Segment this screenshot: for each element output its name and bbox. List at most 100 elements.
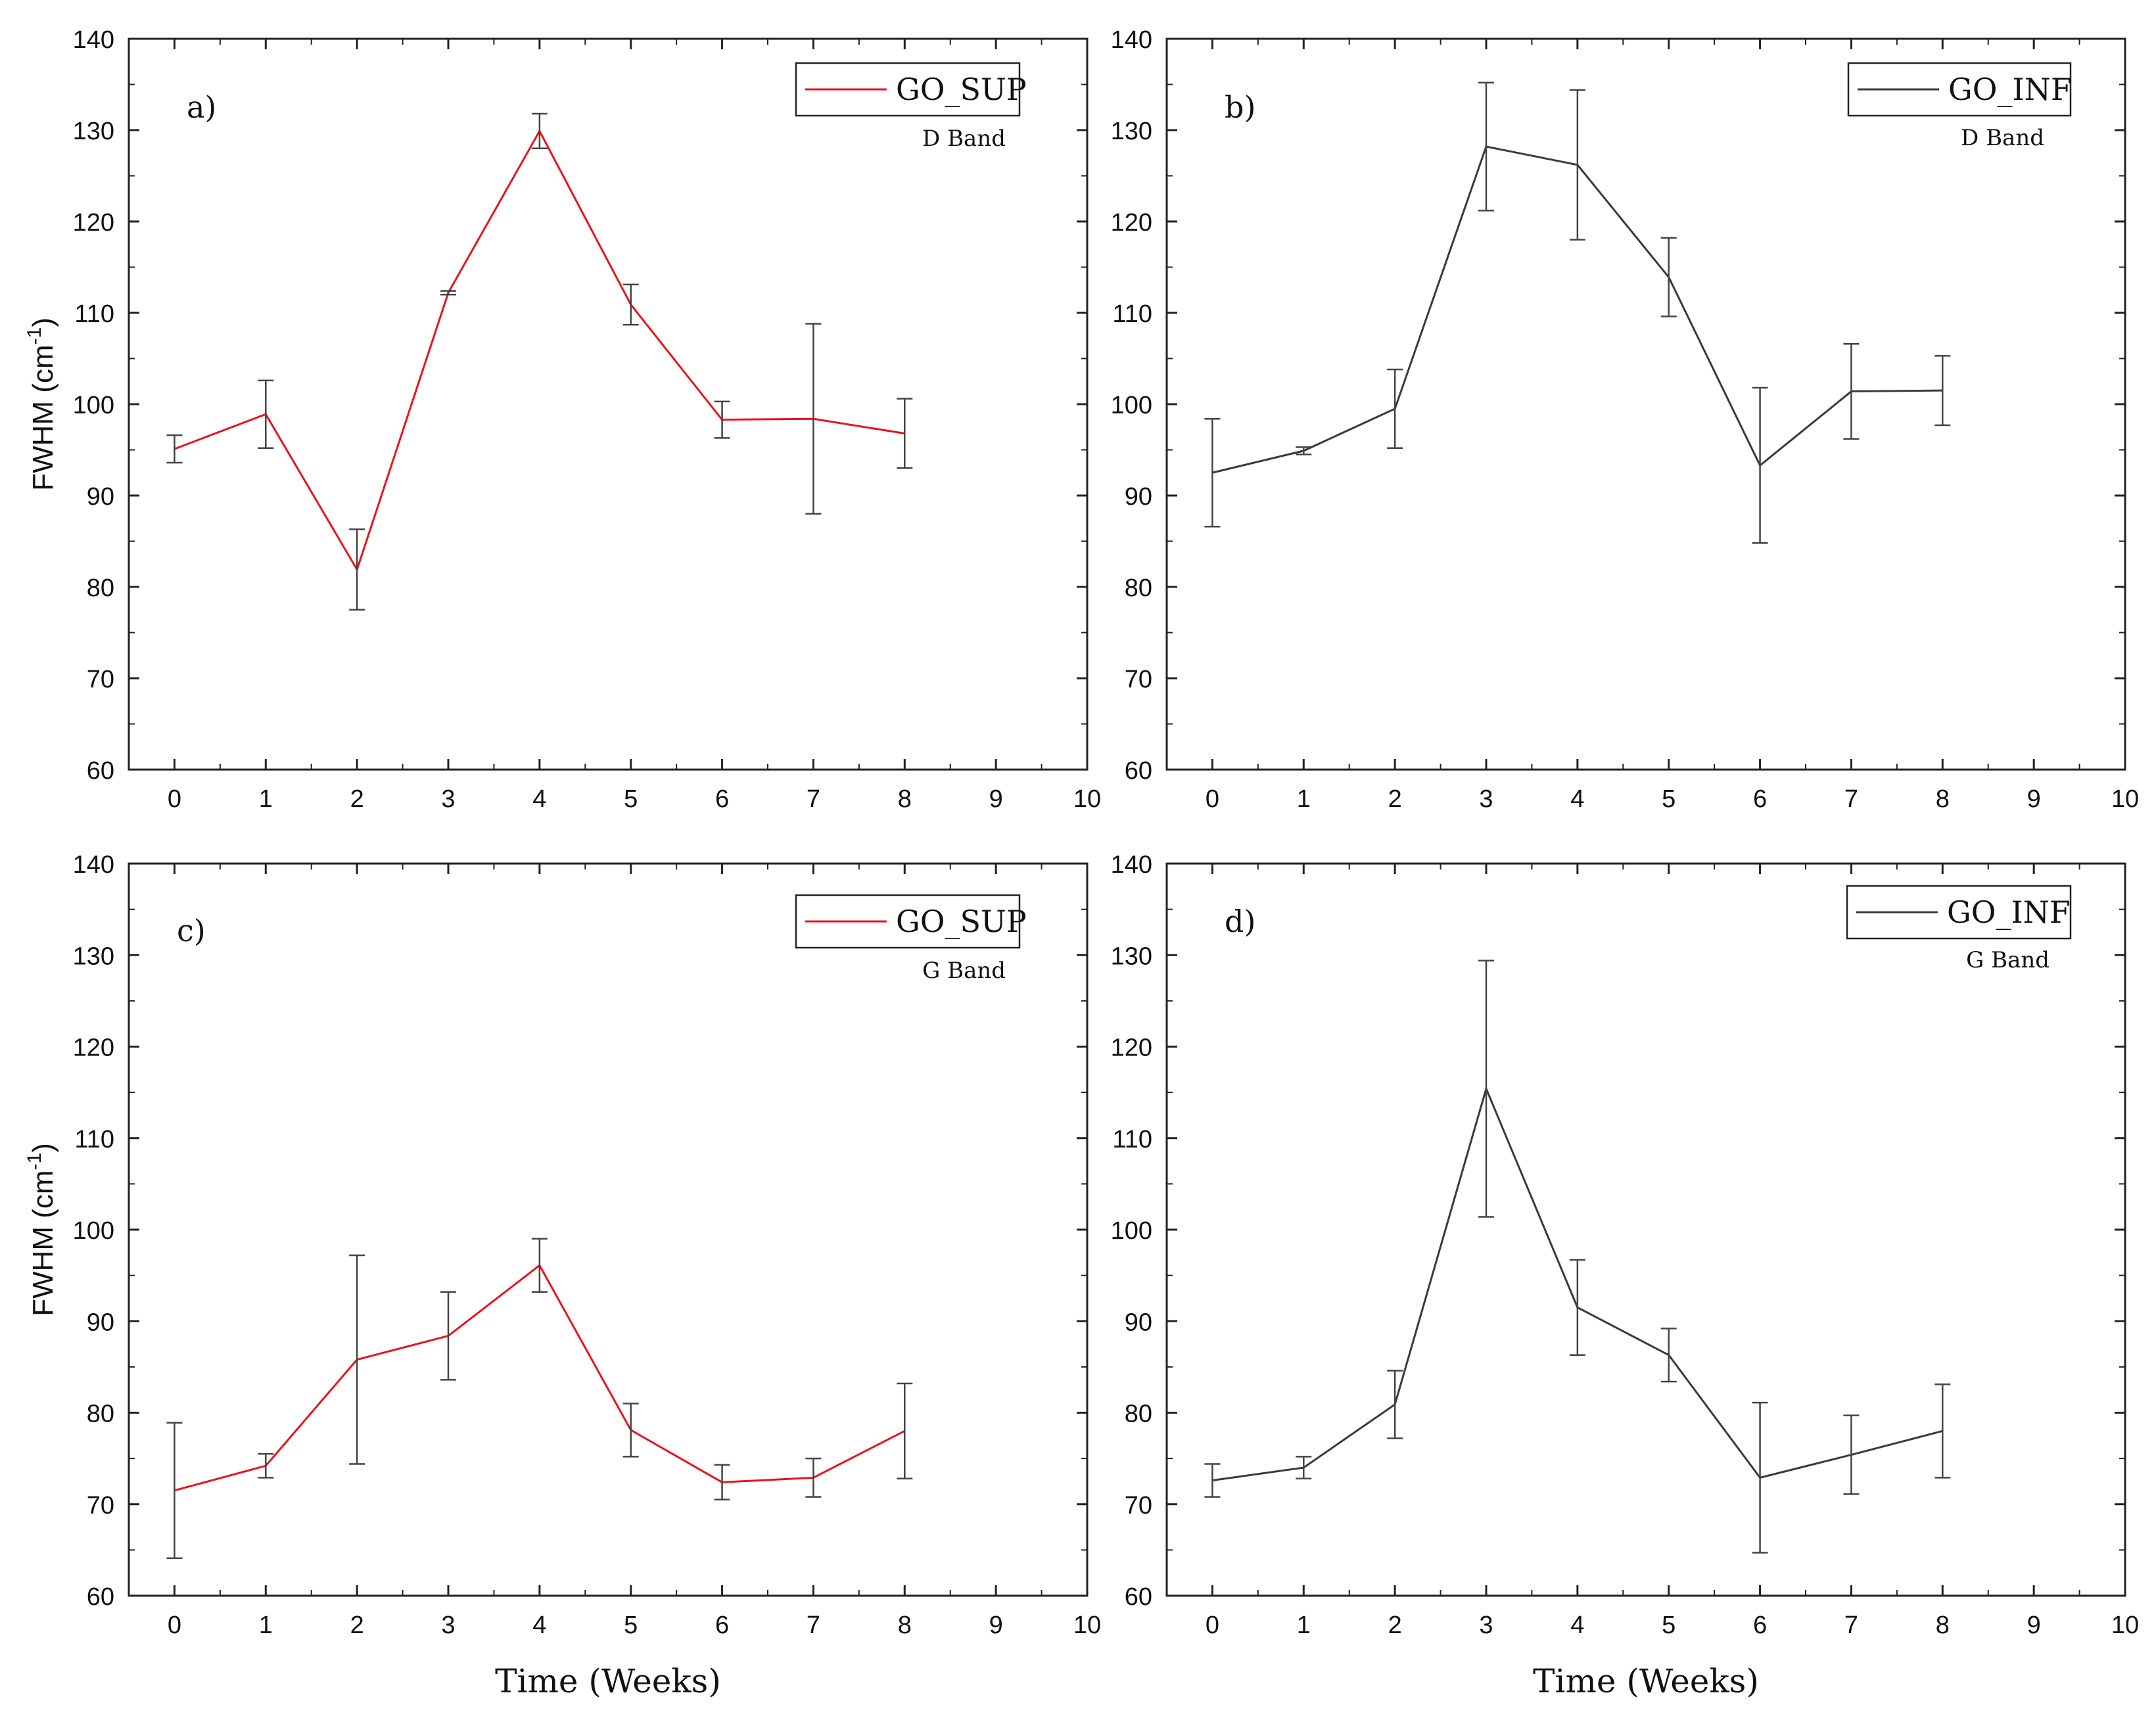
y-tick-label: 90 xyxy=(87,1309,114,1336)
y-axis-title-superscript: -1 xyxy=(24,1153,45,1171)
y-axis-title: FWHM (cm-1) xyxy=(24,1143,59,1316)
error-bar xyxy=(1660,237,1677,317)
error-bar xyxy=(1843,343,1860,440)
error-bar xyxy=(166,1422,183,1560)
x-tick-label: 2 xyxy=(1388,1612,1402,1639)
y-tick-label: 80 xyxy=(87,574,114,602)
y-tick-label: 120 xyxy=(73,1034,114,1062)
error-bar xyxy=(531,1238,548,1293)
y-tick-label: 60 xyxy=(87,1583,114,1611)
error-bar xyxy=(1204,417,1221,528)
x-axis-title: Time (Weeks) xyxy=(495,1662,721,1700)
error-bar xyxy=(1660,1328,1677,1383)
y-tick-label: 80 xyxy=(87,1401,114,1428)
error-bar xyxy=(714,400,730,439)
panel-label: d) xyxy=(1225,904,1255,939)
x-tick-label: 6 xyxy=(1753,785,1767,813)
band-label: D Band xyxy=(1961,125,2044,151)
x-tick-label: 8 xyxy=(1936,1612,1950,1639)
legend: GO_SUP xyxy=(795,894,1027,949)
y-tick-label: 70 xyxy=(1125,666,1152,693)
y-tick-label: 70 xyxy=(1125,1492,1152,1519)
error-bar xyxy=(440,1291,456,1381)
y-tick-label: 100 xyxy=(73,392,114,419)
error-bar xyxy=(1387,368,1403,449)
error-bar xyxy=(1752,1401,1768,1554)
band-label: G Band xyxy=(1966,947,2050,973)
x-tick-label: 6 xyxy=(715,785,729,813)
legend-label: GO_INF xyxy=(1947,894,2071,930)
series-line xyxy=(174,1264,905,1492)
band-label: D Band xyxy=(922,126,1006,152)
panel-label: a) xyxy=(187,89,216,125)
y-tick-label: 90 xyxy=(1125,1309,1152,1336)
x-tick-label: 1 xyxy=(259,1612,273,1639)
error-bar xyxy=(805,323,822,515)
error-bar xyxy=(1296,1456,1312,1480)
panel-d: 60 70 80 90 100 110 120 130 140 0 1 2 3 4 5 6 7 8 9 10 GO_IN… xyxy=(1111,851,2140,1700)
error-bar xyxy=(622,1403,639,1458)
y-tick-label: 80 xyxy=(1125,574,1152,602)
x-tick-label: 10 xyxy=(2111,785,2139,813)
panel-c: 60 70 80 90 100 110 120 130 140 0 1 2 3 4 5 6 7 8 9 10 GO_SU… xyxy=(24,851,1101,1700)
x-tick-label: 0 xyxy=(1206,785,1219,813)
error-bar xyxy=(1569,1259,1585,1357)
legend: GO_INF xyxy=(1847,62,2072,117)
error-bar xyxy=(166,434,183,464)
error-bar xyxy=(531,112,548,150)
y-tick-label: 60 xyxy=(87,757,114,785)
y-tick-label: 100 xyxy=(1111,1217,1152,1245)
y-tick-label: 110 xyxy=(74,300,114,328)
plot-frame xyxy=(1165,862,2126,1597)
x-tick-label: 1 xyxy=(259,785,273,813)
x-tick-label: 1 xyxy=(1297,785,1311,813)
y-axis-title-close: ) xyxy=(27,1143,59,1153)
y-tick-label: 120 xyxy=(73,209,114,237)
y-tick-label: 100 xyxy=(1111,392,1152,419)
x-tick-label: 9 xyxy=(989,1612,1003,1639)
series-line xyxy=(174,129,905,572)
y-axis-title-close: ) xyxy=(27,317,59,327)
error-bar xyxy=(1478,960,1494,1218)
y-tick-label: 130 xyxy=(1111,942,1152,970)
x-tick-label: 10 xyxy=(1073,785,1101,813)
error-bar xyxy=(440,290,456,296)
x-tick-label: 4 xyxy=(532,785,546,813)
y-tick-label: 90 xyxy=(87,483,114,511)
x-tick-label: 2 xyxy=(350,785,364,813)
legend: GO_SUP xyxy=(795,62,1027,117)
x-tick-label: 7 xyxy=(1844,1612,1858,1639)
error-bar xyxy=(349,1254,365,1465)
y-tick-label: 90 xyxy=(1125,483,1152,511)
x-tick-label: 7 xyxy=(807,785,820,813)
y-axis-title-base: FWHM (cm xyxy=(27,1170,59,1316)
error-bar xyxy=(714,1464,730,1501)
x-tick-label: 1 xyxy=(1297,1612,1311,1639)
y-tick-label: 70 xyxy=(87,1492,114,1519)
x-tick-label: 10 xyxy=(1073,1612,1101,1639)
y-axis-title-base: FWHM (cm xyxy=(27,344,59,490)
panel-label: c) xyxy=(177,913,206,948)
x-tick-label: 4 xyxy=(532,1612,546,1639)
error-bar xyxy=(258,379,274,449)
band-label: G Band xyxy=(922,958,1006,984)
y-tick-label: 100 xyxy=(73,1217,114,1245)
legend: GO_INF xyxy=(1846,885,2072,940)
panel-label: b) xyxy=(1225,89,1255,125)
x-axis-title: Time (Weeks) xyxy=(1533,1662,1759,1700)
error-bar xyxy=(1296,446,1312,455)
error-bar xyxy=(1478,81,1494,212)
y-tick-label: 140 xyxy=(1111,851,1152,879)
y-tick-label: 130 xyxy=(73,942,114,970)
error-bar xyxy=(1387,1370,1403,1439)
y-tick-label: 130 xyxy=(73,118,114,145)
x-tick-label: 5 xyxy=(624,1612,638,1639)
legend-label: GO_SUP xyxy=(896,904,1027,939)
error-bar xyxy=(1934,355,1951,427)
y-tick-label: 120 xyxy=(1111,209,1152,237)
error-bar xyxy=(897,1382,913,1480)
x-tick-label: 8 xyxy=(898,785,912,813)
error-bar xyxy=(622,283,639,326)
error-bar xyxy=(897,398,913,469)
legend-label: GO_SUP xyxy=(896,72,1027,107)
